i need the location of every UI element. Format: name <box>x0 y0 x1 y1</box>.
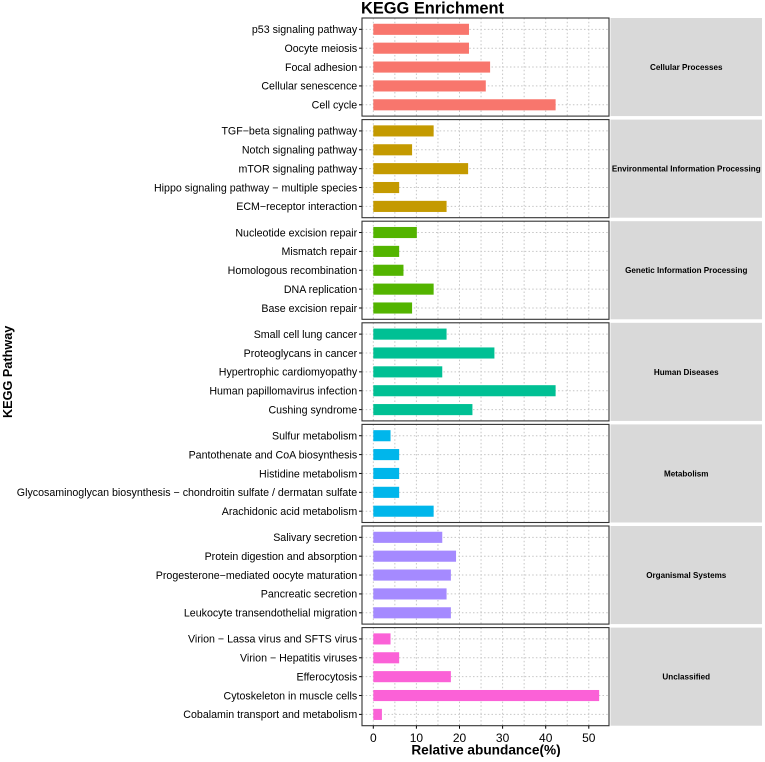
svg-text:Cellular Processes: Cellular Processes <box>650 63 723 72</box>
svg-text:Virion − Hepatitis viruses: Virion − Hepatitis viruses <box>240 653 357 665</box>
svg-text:0: 0 <box>370 731 377 745</box>
svg-text:Human Diseases: Human Diseases <box>654 368 719 377</box>
svg-text:Cell cycle: Cell cycle <box>312 100 358 112</box>
svg-text:Glycosaminoglycan biosynthesis: Glycosaminoglycan biosynthesis − chondro… <box>17 487 357 499</box>
svg-text:50: 50 <box>582 731 596 745</box>
svg-text:Pantothenate and CoA biosynthe: Pantothenate and CoA biosynthesis <box>189 449 358 461</box>
svg-text:20: 20 <box>453 731 467 745</box>
svg-text:p53 signaling pathway: p53 signaling pathway <box>252 24 358 36</box>
svg-text:Notch signaling pathway: Notch signaling pathway <box>242 145 358 157</box>
svg-text:Genetic Information Processing: Genetic Information Processing <box>625 266 747 275</box>
svg-text:Organismal Systems: Organismal Systems <box>646 571 727 580</box>
svg-text:40: 40 <box>539 731 553 745</box>
svg-text:ECM−receptor interaction: ECM−receptor interaction <box>236 201 357 213</box>
svg-text:DNA replication: DNA replication <box>284 284 357 296</box>
svg-text:Hypertrophic cardiomyopathy: Hypertrophic cardiomyopathy <box>219 367 358 379</box>
svg-text:Nucleotide excision repair: Nucleotide excision repair <box>235 227 357 239</box>
svg-text:Progesterone−mediated oocyte m: Progesterone−mediated oocyte maturation <box>156 570 357 582</box>
svg-text:Sulfur metabolism: Sulfur metabolism <box>272 431 357 443</box>
svg-text:Human papillomavirus infection: Human papillomavirus infection <box>209 386 357 398</box>
svg-text:Cytoskeleton in muscle cells: Cytoskeleton in muscle cells <box>224 690 358 702</box>
svg-text:KEGG Enrichment: KEGG Enrichment <box>361 0 505 17</box>
svg-text:Protein digestion and absorpti: Protein digestion and absorption <box>205 551 358 563</box>
svg-text:Oocyte meiosis: Oocyte meiosis <box>284 43 357 55</box>
svg-text:Efferocytosis: Efferocytosis <box>296 671 357 683</box>
svg-text:Pancreatic secretion: Pancreatic secretion <box>261 589 357 601</box>
svg-text:Salivary secretion: Salivary secretion <box>273 532 357 544</box>
svg-text:Cobalamin transport and metabo: Cobalamin transport and metabolism <box>183 709 357 721</box>
svg-text:Base excision repair: Base excision repair <box>261 303 357 315</box>
svg-text:Virion − Lassa virus and SFTS: Virion − Lassa virus and SFTS virus <box>188 634 357 646</box>
svg-text:Metabolism: Metabolism <box>664 469 709 478</box>
svg-text:Mismatch repair: Mismatch repair <box>282 246 358 258</box>
svg-text:Histidine metabolism: Histidine metabolism <box>259 468 357 480</box>
svg-text:10: 10 <box>410 731 424 745</box>
svg-text:Hippo signaling pathway − mult: Hippo signaling pathway − multiple speci… <box>154 182 357 194</box>
svg-text:Homologous recombination: Homologous recombination <box>228 265 358 277</box>
svg-text:Leukocyte transendothelial mig: Leukocyte transendothelial migration <box>184 608 357 620</box>
svg-text:Environmental Information Proc: Environmental Information Processing <box>612 165 761 174</box>
svg-text:Unclassified: Unclassified <box>662 673 710 682</box>
svg-text:Arachidonic acid metabolism: Arachidonic acid metabolism <box>222 506 358 518</box>
svg-text:Proteoglycans in cancer: Proteoglycans in cancer <box>244 348 358 360</box>
svg-text:Cushing syndrome: Cushing syndrome <box>268 404 357 416</box>
svg-text:Small cell lung cancer: Small cell lung cancer <box>254 329 358 341</box>
svg-text:30: 30 <box>496 731 510 745</box>
svg-text:TGF−beta signaling pathway: TGF−beta signaling pathway <box>221 126 357 138</box>
svg-text:Cellular senescence: Cellular senescence <box>261 81 357 93</box>
svg-text:Focal adhesion: Focal adhesion <box>285 62 357 74</box>
svg-text:mTOR signaling pathway: mTOR signaling pathway <box>239 163 358 175</box>
svg-text:KEGG Pathway: KEGG Pathway <box>1 326 15 418</box>
svg-text:Relative abundance(%): Relative abundance(%) <box>411 743 560 758</box>
